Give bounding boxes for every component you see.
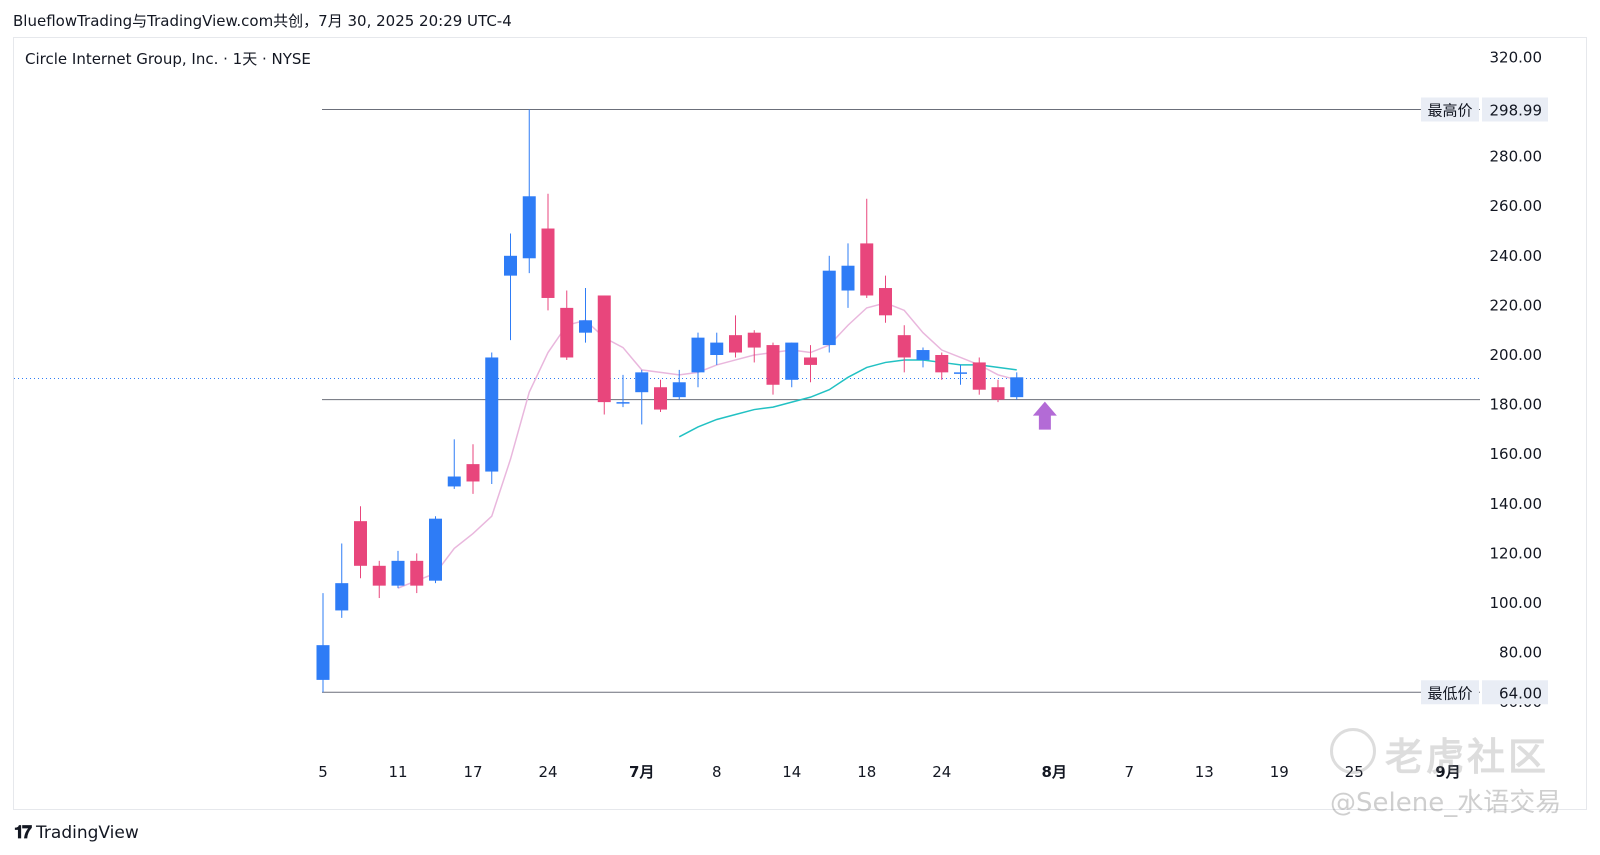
hline-name-label: 最低价 <box>1427 684 1472 702</box>
hline-value-tag <box>1482 680 1548 705</box>
x-tick-label: 24 <box>538 763 557 781</box>
candle-body[interactable] <box>597 295 611 403</box>
candle-body[interactable] <box>916 350 930 360</box>
y-tick-label: 80.00 <box>1499 644 1542 662</box>
ma-fast-line <box>397 302 1017 589</box>
y-tick-label: 120.00 <box>1490 544 1543 562</box>
hline-name-tag <box>1421 97 1479 122</box>
candle-body[interactable] <box>316 645 330 680</box>
tradingview-brand[interactable]: 𝟏𝟕 TradingView <box>14 822 139 843</box>
candle-body[interactable] <box>354 521 367 566</box>
candle-body[interactable] <box>710 342 724 355</box>
y-tick-label: 180.00 <box>1490 396 1543 414</box>
y-tick-label: 220.00 <box>1490 296 1543 314</box>
hline-value-tag <box>1482 97 1548 122</box>
x-tick-label: 14 <box>782 763 801 781</box>
hline-value-label: 64.00 <box>1499 684 1542 702</box>
x-tick-label: 13 <box>1195 763 1214 781</box>
candle-body[interactable] <box>616 402 630 404</box>
x-tick-label: 24 <box>932 763 951 781</box>
candle-body[interactable] <box>672 382 686 398</box>
candle-body[interactable] <box>560 307 574 358</box>
tradingview-logo-icon: 𝟏𝟕 <box>14 822 32 843</box>
candle-body[interactable] <box>391 560 405 586</box>
y-tick-label: 160.00 <box>1490 445 1543 463</box>
candle-body[interactable] <box>1010 377 1024 398</box>
x-tick-label: 8 <box>712 763 722 781</box>
hline-name-tag <box>1421 680 1479 705</box>
y-tick-label: 100.00 <box>1490 594 1543 612</box>
x-tick-label: 17 <box>463 763 482 781</box>
x-tick-label: 7月 <box>629 763 654 781</box>
chart-header-title: BlueflowTrading与TradingView.com共创，7月 30,… <box>13 12 512 30</box>
candle-body[interactable] <box>504 255 517 276</box>
candle-body[interactable] <box>654 387 667 410</box>
y-tick-label: 320.00 <box>1490 48 1543 66</box>
candle-body[interactable] <box>729 335 742 353</box>
candle-body[interactable] <box>954 372 967 374</box>
x-tick-label: 19 <box>1270 763 1289 781</box>
candle-body[interactable] <box>766 345 780 385</box>
candle-body[interactable] <box>860 243 874 296</box>
candle-body[interactable] <box>897 335 911 358</box>
tiger-community-icon <box>1330 728 1376 774</box>
hline-name-label: 最高价 <box>1427 102 1472 120</box>
candle-body[interactable] <box>879 288 892 316</box>
candle-body[interactable] <box>447 476 461 487</box>
y-tick-label: 140.00 <box>1490 495 1543 513</box>
candle-body[interactable] <box>335 583 349 611</box>
candle-body[interactable] <box>785 342 799 380</box>
candle-body[interactable] <box>841 265 855 291</box>
watermark-sub: @Selene_水语交易 <box>1330 788 1562 818</box>
candle-body[interactable] <box>747 332 761 348</box>
candle-body[interactable] <box>579 320 592 333</box>
candle-body[interactable] <box>541 228 555 298</box>
watermark-main: 老虎社区 <box>1385 735 1550 779</box>
candle-body[interactable] <box>522 196 536 259</box>
candle-body[interactable] <box>804 357 817 365</box>
x-tick-label: 7 <box>1124 763 1134 781</box>
candle-body[interactable] <box>991 387 1005 400</box>
candle-body[interactable] <box>972 362 986 390</box>
candle-body[interactable] <box>372 565 386 586</box>
watermark: 老虎社区 @Selene_水语交易 <box>1330 724 1590 844</box>
x-tick-label: 8月 <box>1042 763 1067 781</box>
y-tick-label: 280.00 <box>1490 148 1543 166</box>
candle-body[interactable] <box>935 355 949 373</box>
candle-body[interactable] <box>410 560 424 586</box>
x-tick-label: 5 <box>318 763 328 781</box>
hline-value-label: 298.99 <box>1490 102 1543 120</box>
up-arrow-icon <box>1032 401 1057 430</box>
candle-body[interactable] <box>466 464 480 482</box>
x-tick-label: 11 <box>388 763 407 781</box>
candle-body[interactable] <box>822 270 836 346</box>
x-tick-label: 18 <box>857 763 876 781</box>
candle-body[interactable] <box>691 337 705 373</box>
ma-slow-line <box>678 359 1017 438</box>
symbol-label[interactable]: Circle Internet Group, Inc. · 1天 · NYSE <box>25 50 311 68</box>
y-tick-label: 240.00 <box>1490 247 1543 265</box>
candle-body[interactable] <box>429 518 442 581</box>
y-tick-label: 260.00 <box>1490 197 1543 215</box>
tradingview-brand-label: TradingView <box>36 822 139 843</box>
candle-body[interactable] <box>485 357 499 472</box>
chart-frame <box>13 37 1587 810</box>
y-tick-label: 200.00 <box>1490 346 1543 364</box>
x-tick-label: 9月 <box>1435 763 1460 781</box>
candle-body[interactable] <box>635 372 649 393</box>
